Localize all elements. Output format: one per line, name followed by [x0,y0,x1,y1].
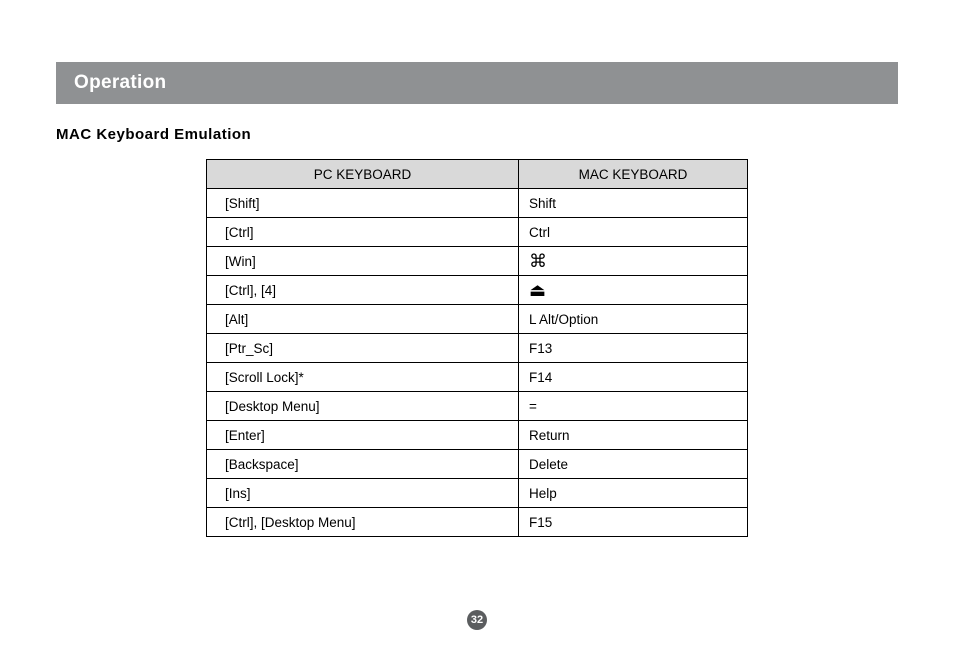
pc-cell: [Ctrl], [Desktop Menu] [207,508,519,537]
pc-cell: [Ptr_Sc] [207,334,519,363]
page: Operation MAC Keyboard Emulation PC KEYB… [0,0,954,656]
table-row: [Ptr_Sc] F13 [207,334,748,363]
command-icon: ⌘ [529,251,547,271]
pc-cell: [Ins] [207,479,519,508]
table-row: [Enter] Return [207,421,748,450]
table-row: [Desktop Menu] = [207,392,748,421]
mac-cell: Shift [518,189,747,218]
pc-cell: [Desktop Menu] [207,392,519,421]
keyboard-emulation-table: PC KEYBOARD MAC KEYBOARD [Shift] Shift [… [206,159,748,537]
mac-cell: ⌘ [518,247,747,276]
pc-cell: [Alt] [207,305,519,334]
page-number-container: 32 [0,610,954,630]
pc-cell: [Scroll Lock]* [207,363,519,392]
pc-cell: [Shift] [207,189,519,218]
table-row: [Scroll Lock]* F14 [207,363,748,392]
table-body: [Shift] Shift [Ctrl] Ctrl [Win] ⌘ [Ctrl]… [207,189,748,537]
table-row: [Alt] L Alt/Option [207,305,748,334]
table-row: [Shift] Shift [207,189,748,218]
title-bar-text: Operation [74,72,166,94]
mac-cell: F13 [518,334,747,363]
table-row: [Backspace] Delete [207,450,748,479]
pc-cell: [Ctrl], [4] [207,276,519,305]
pc-cell: [Win] [207,247,519,276]
col-header-pc: PC KEYBOARD [207,160,519,189]
mac-cell: Delete [518,450,747,479]
mac-cell: L Alt/Option [518,305,747,334]
table-row: [Win] ⌘ [207,247,748,276]
mac-cell: F15 [518,508,747,537]
mac-cell: ⏏ [518,276,747,305]
page-number-badge: 32 [467,610,487,630]
mac-cell: = [518,392,747,421]
section-subtitle: MAC Keyboard Emulation [56,126,898,143]
table-header-row: PC KEYBOARD MAC KEYBOARD [207,160,748,189]
pc-cell: [Enter] [207,421,519,450]
mac-cell: F14 [518,363,747,392]
pc-cell: [Backspace] [207,450,519,479]
mac-cell: Help [518,479,747,508]
table-row: [Ins] Help [207,479,748,508]
mac-cell: Return [518,421,747,450]
mac-cell: Ctrl [518,218,747,247]
table-row: [Ctrl] Ctrl [207,218,748,247]
title-bar: Operation [56,62,898,104]
table-row: [Ctrl], [4] ⏏ [207,276,748,305]
eject-icon: ⏏ [529,280,546,300]
table-row: [Ctrl], [Desktop Menu] F15 [207,508,748,537]
pc-cell: [Ctrl] [207,218,519,247]
table-wrapper: PC KEYBOARD MAC KEYBOARD [Shift] Shift [… [56,159,898,537]
col-header-mac: MAC KEYBOARD [518,160,747,189]
